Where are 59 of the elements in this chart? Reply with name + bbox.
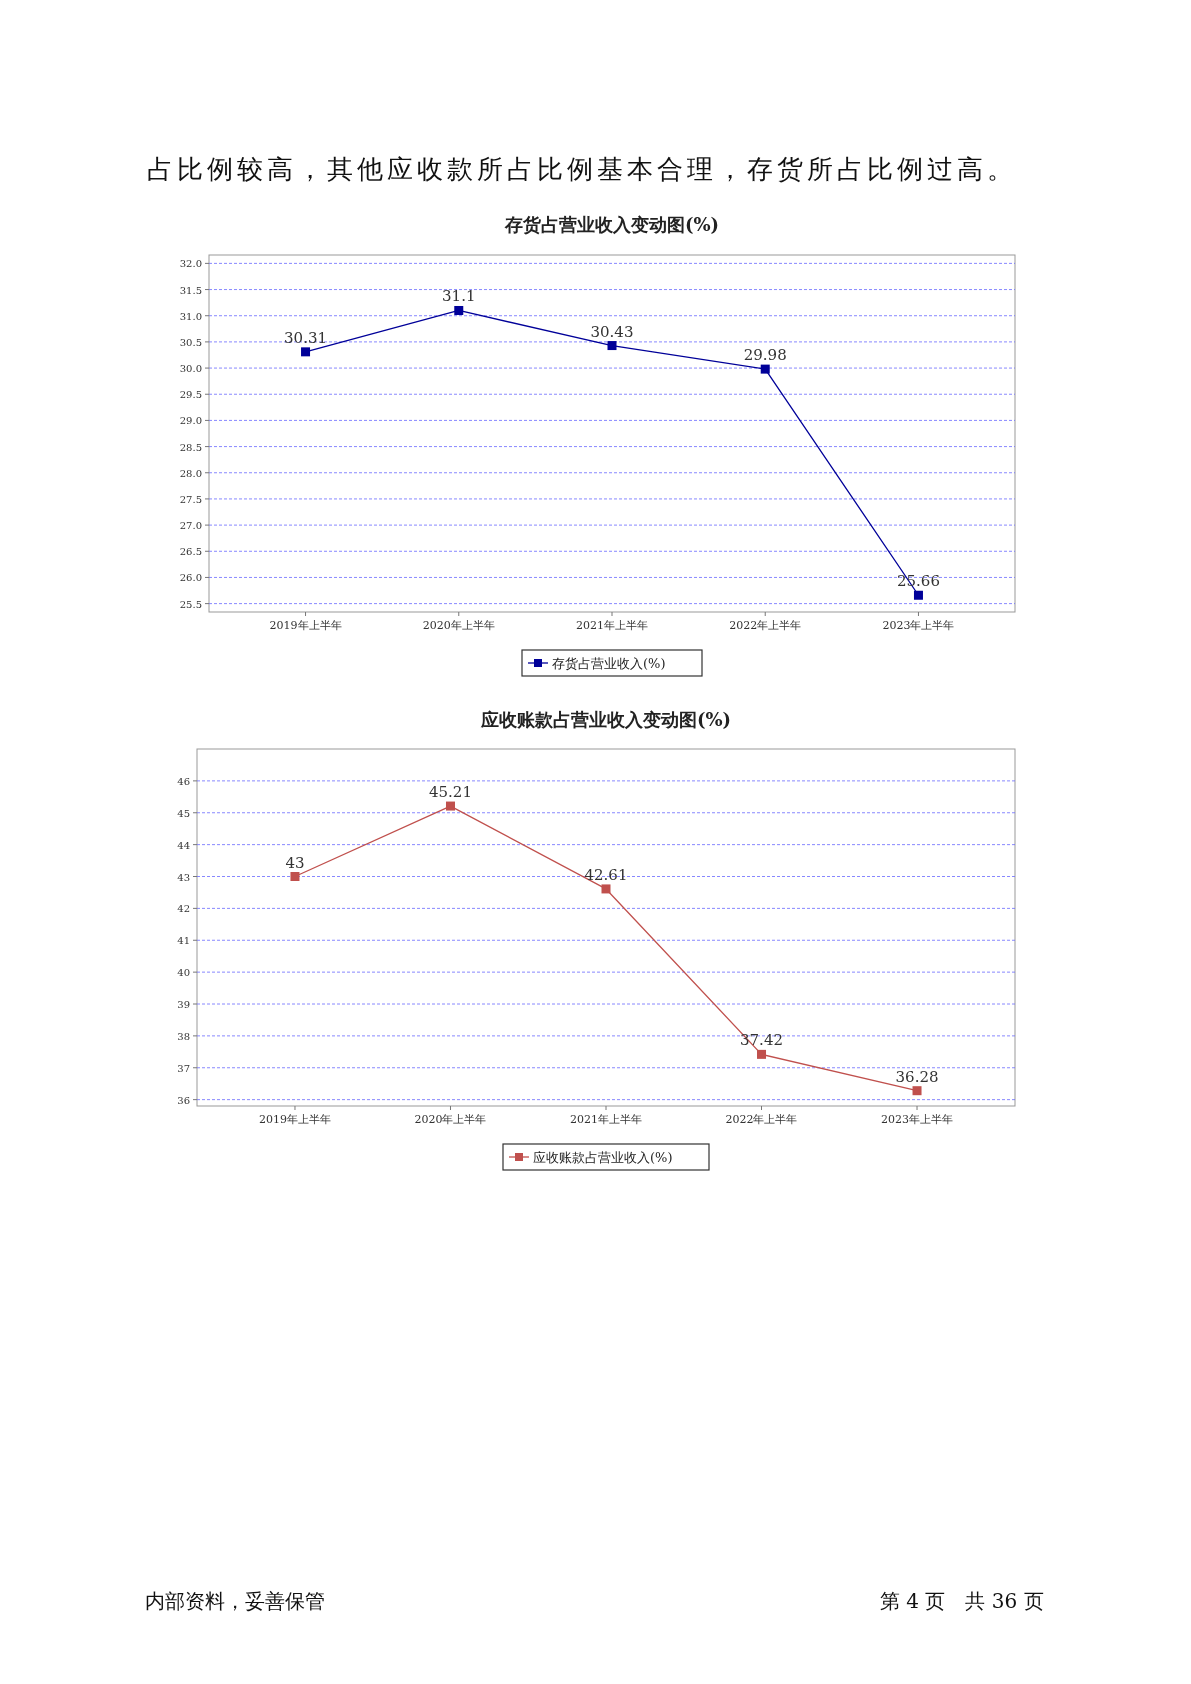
- y-tick-label: 29.5: [179, 389, 202, 401]
- x-tick-label: 2020年上半年: [422, 619, 495, 632]
- y-tick-label: 40: [177, 967, 190, 979]
- x-tick-label: 2021年上半年: [576, 619, 648, 632]
- point: [607, 341, 617, 351]
- y-tick-label: 32.0: [179, 258, 202, 270]
- x-tick-label: 2019年上半年: [258, 1113, 331, 1126]
- x-tick-label: 2021年上半年: [570, 1113, 642, 1126]
- data-label: 30.43: [590, 322, 634, 341]
- x-tick-label: 2023年上半年: [881, 1113, 954, 1126]
- text: 内部资料，妥善保管: [145, 1588, 325, 1615]
- point: [454, 305, 464, 315]
- point: [601, 884, 611, 894]
- point: [301, 347, 311, 357]
- point: [445, 801, 455, 811]
- y-tick-label: 46: [177, 775, 190, 787]
- y-tick-label: 44: [177, 839, 190, 851]
- legend-label: 存货占营业收入(%): [552, 656, 666, 671]
- y-tick-label: 26.5: [179, 546, 202, 558]
- chart-title: 应收账款占营业收入变动图(%): [479, 709, 732, 730]
- x-tick-label: 2020年上半年: [414, 1113, 487, 1126]
- data-label: 29.98: [743, 346, 787, 365]
- x-tick-label: 2022年上半年: [725, 1113, 798, 1126]
- x-tick-label: 2023年上半年: [882, 619, 955, 632]
- y-tick-label: 39: [177, 999, 190, 1010]
- y-tick-label: 31.5: [179, 284, 202, 296]
- legend-label: 应收账款占营业收入(%): [533, 1150, 673, 1165]
- y-tick-label: 27.0: [179, 520, 202, 532]
- point: [912, 1086, 922, 1096]
- data-label: 43: [285, 853, 305, 872]
- data-label: 30.31: [284, 328, 328, 347]
- data-label: 31.1: [442, 287, 476, 306]
- chart-title: 存货占营业收入变动图(%): [503, 214, 720, 235]
- y-tick-label: 25.5: [179, 598, 202, 610]
- y-tick-label: 28.0: [179, 467, 202, 479]
- y-tick-label: 42: [177, 903, 190, 915]
- data-label: 45.21: [429, 783, 472, 802]
- y-tick-label: 41: [177, 935, 190, 947]
- x-tick-label: 2019年上半年: [269, 619, 342, 632]
- y-tick-label: 43: [177, 871, 190, 883]
- y-tick-label: 36: [177, 1094, 190, 1106]
- data-label: 36.28: [895, 1067, 939, 1086]
- y-tick-label: 45: [177, 807, 190, 819]
- y-tick-label: 29.0: [179, 415, 202, 427]
- text: 第 4 页 共 36 页: [880, 1588, 1044, 1615]
- y-tick-label: 30.5: [179, 336, 202, 348]
- y-tick-label: 26.0: [179, 572, 202, 584]
- y-tick-label: 31.0: [179, 310, 202, 322]
- point: [913, 590, 923, 600]
- point: [757, 1049, 767, 1059]
- y-tick-label: 38: [177, 1030, 190, 1042]
- x-tick-label: 2022年上半年: [729, 619, 802, 632]
- y-tick-label: 30.0: [179, 363, 202, 375]
- y-tick-label: 28.5: [179, 441, 202, 453]
- text: 占比例较高，其他应收款所占比例基本合理，存货所占比例过高。: [147, 153, 1017, 186]
- y-tick-label: 37: [177, 1062, 190, 1074]
- point: [290, 872, 300, 881]
- point: [760, 364, 770, 374]
- y-tick-label: 27.5: [179, 493, 202, 505]
